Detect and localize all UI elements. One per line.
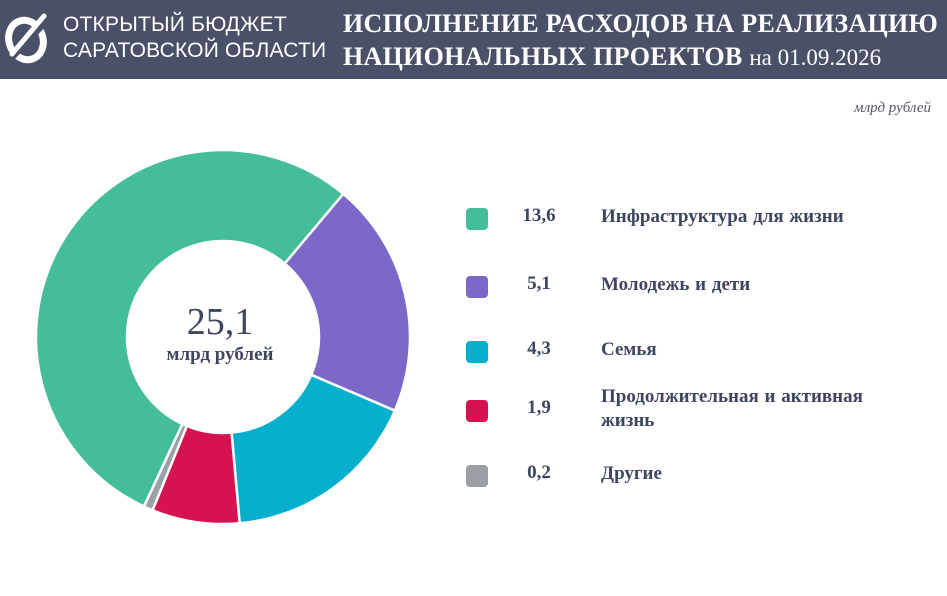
legend-label: Семья [601,339,657,360]
legend-value: 5,1 [527,273,551,294]
legend-swatch [466,276,488,298]
legend-label: Другие [601,463,662,484]
brand-name: ОТКРЫТЫЙ БЮДЖЕТ САРАТОВСКОЙ ОБЛАСТИ [63,12,326,64]
legend-item: 5,1 Молодежь и дети [466,273,926,323]
logo-icon [5,13,48,64]
legend-label: Инфраструктура для жизни [601,206,844,227]
donut-center-unit: млрд рублей [166,344,274,365]
legend-label: Продолжительная и активная жизнь [601,386,863,431]
donut-slice-5 [142,422,189,512]
legend-value: 13,6 [522,205,556,226]
donut-slice-2 [283,192,412,413]
brand-line-1: ОТКРЫТЫЙ БЮДЖЕТ [63,13,287,36]
units-label: млрд рублей [854,100,931,116]
donut-slice-3 [230,373,397,525]
brand-line-2: САРАТОВСКОЙ ОБЛАСТИ [63,39,327,62]
legend-swatch [466,465,488,487]
legend-item: 1,9 Продолжительная и активная жизнь [466,385,926,435]
donut-slice-1 [34,148,346,509]
legend-value: 4,3 [527,338,551,359]
legend-value: 1,9 [527,397,551,418]
page-title: ИСПОЛНЕНИЕ РАСХОДОВ НА РЕАЛИЗАЦИЮ НАЦИОН… [343,7,938,74]
legend-value: 0,2 [527,462,551,483]
title-line-2-text: НАЦИОНАЛЬНЫХ ПРОЕКТОВ [343,42,743,71]
legend-swatch [466,208,488,230]
legend-swatch [466,341,488,363]
donut-center-value: 25,1 [186,301,254,343]
donut-chart [34,148,412,526]
legend-swatch [466,400,488,422]
title-line-1: ИСПОЛНЕНИЕ РАСХОДОВ НА РЕАЛИЗАЦИЮ [343,9,939,38]
legend-item: 0,2 Другие [466,462,926,512]
title-date: на 01.09.2026 [749,45,882,70]
header-bar: ОТКРЫТЫЙ БЮДЖЕТ САРАТОВСКОЙ ОБЛАСТИ ИСПО… [0,0,947,79]
legend-label: Молодежь и дети [601,274,751,295]
legend-item: 4,3 Семья [466,338,926,388]
title-line-2: НАЦИОНАЛЬНЫХ ПРОЕКТОВ на 01.09.2026 [343,40,938,74]
legend-item: 13,6 Инфраструктура для жизни [466,205,926,255]
